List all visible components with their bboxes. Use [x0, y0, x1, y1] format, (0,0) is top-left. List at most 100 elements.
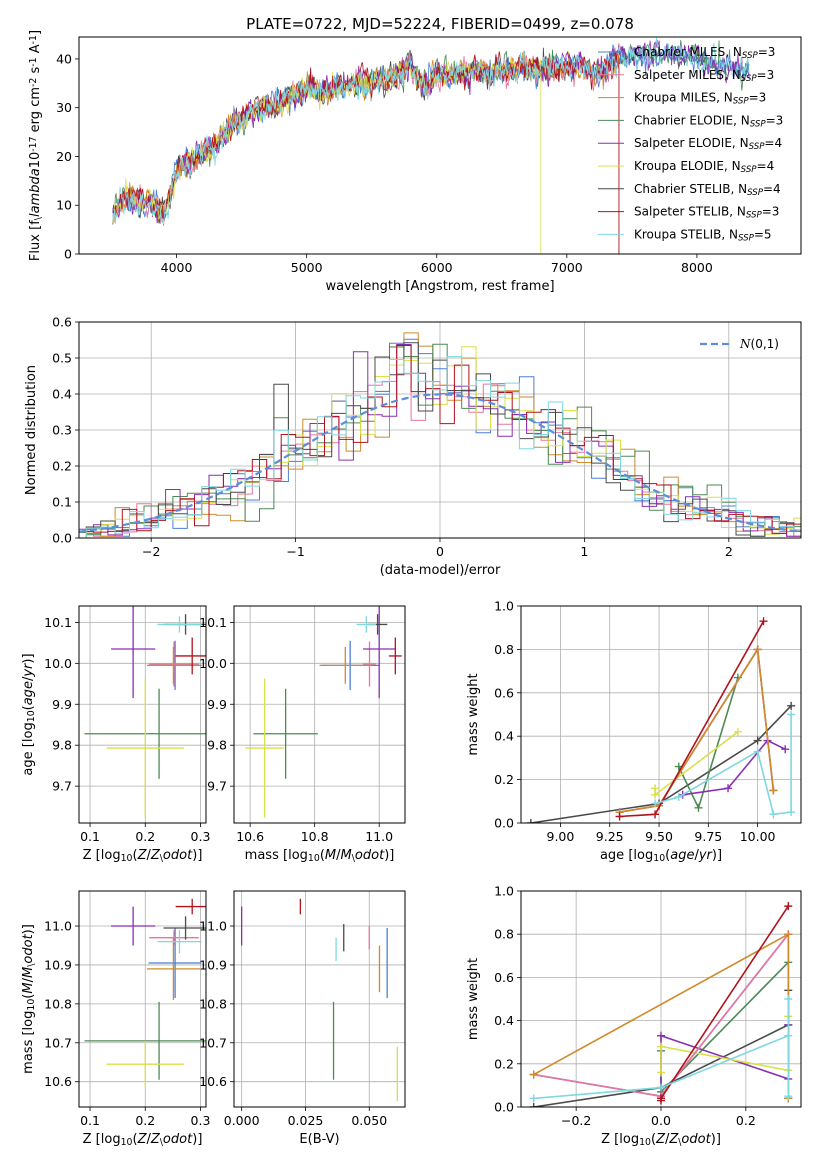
label-text-span: l [28, 250, 43, 254]
y-tick-label: 0.4 [494, 729, 514, 744]
label-text-span: o [698, 1132, 706, 1147]
label-text-span: f [28, 220, 43, 225]
label-text-span: t [466, 958, 481, 963]
y-tick-label: 20 [56, 149, 72, 164]
label-text-span: e [352, 279, 360, 294]
label-text-span: e [363, 279, 371, 294]
label-text-span: a [28, 205, 43, 213]
x-tick-label: 10.8 [301, 829, 329, 844]
label-text-span: s [272, 848, 279, 863]
label-text-span: r [24, 409, 39, 415]
label-text-span: i [24, 406, 39, 410]
label-text-span: 10 [121, 1137, 133, 1148]
y-tick-label: 10.0 [199, 656, 227, 671]
label-text-span: b [657, 182, 665, 196]
normal-curve [79, 393, 799, 533]
label-text-span: N [739, 337, 751, 351]
panel: 9.00 9.25 9.50 9.75 10.00 0.0 0.2 0.4 0.6 0.8 1.0 a… [466, 599, 802, 864]
label-text-span: SSP [747, 188, 764, 198]
label-text-span: a [669, 159, 676, 173]
label-text-span: \ [26, 963, 37, 967]
series-marker [787, 710, 796, 719]
series-marker [529, 1094, 538, 1103]
label-text-span: g [21, 722, 36, 730]
label-text-span: e [21, 751, 36, 759]
label-text-span: i [24, 381, 39, 385]
label-text-span: 2 [403, 15, 413, 33]
y-axis-label: mass weight [466, 673, 481, 755]
label-text-span: a [28, 168, 43, 176]
label-text-span: S [689, 182, 697, 196]
panel: −2 −1 0 1 20.00.10.20.30.40.50.6(data-model)… [24, 315, 802, 578]
label-text-span: / [146, 848, 151, 863]
y-tick-label: 0.0 [52, 531, 72, 546]
series-marker [784, 1031, 793, 1040]
label-text-span: N [732, 159, 741, 173]
label-text-span: s [466, 1012, 481, 1019]
label-text-span: S [718, 45, 726, 59]
label-text-span: o [487, 563, 495, 578]
label-text-span: ] [716, 1132, 721, 1147]
label-text-span: m [24, 460, 39, 473]
label-text-span: = [749, 91, 759, 105]
label-text-span: M [689, 45, 699, 59]
label-text-span: 3 [776, 113, 784, 127]
label-text-span: o [21, 730, 36, 738]
label-text-span: t [667, 205, 672, 219]
label-text-span: r [24, 471, 39, 477]
axes-frame [520, 890, 802, 1108]
label-text-span: , [732, 136, 736, 150]
y-tick-label: 9.9 [52, 697, 72, 712]
error-bar-point [106, 678, 184, 818]
label-text-span: r [681, 182, 686, 196]
label-text-span: o [647, 91, 654, 105]
label-text-span: 10 [639, 1137, 651, 1148]
label-text-span: z [570, 15, 578, 33]
label-text-span: a [21, 768, 36, 776]
label-text-span: V [326, 1132, 335, 1147]
label-text-span: = [758, 45, 768, 59]
label-text-span: 10 [26, 710, 37, 722]
y-tick-label: 10.6 [44, 1074, 72, 1089]
label-text-span: a [642, 205, 649, 219]
label-text-span: l [649, 68, 652, 82]
label-text-span: I [700, 45, 704, 59]
y-tick-label: 10.9 [199, 957, 227, 972]
x-tick-label: 2 [725, 544, 733, 559]
label-text-span: M [341, 848, 352, 863]
legend-label: Salpeter MILES, NSSP=3 [634, 68, 774, 84]
label-text-span: E [709, 68, 717, 82]
label-text-span: [ [28, 225, 43, 230]
label-text-span: n [371, 279, 379, 294]
label-text-span: K [634, 227, 643, 241]
label-text-span: r [665, 45, 670, 59]
label-text-span: ( [21, 705, 36, 710]
label-text-span: s [28, 66, 43, 73]
y-tick-label: 10.1 [44, 615, 72, 630]
y-tick-label: 0.0 [494, 1100, 514, 1115]
plot-area [241, 898, 398, 1102]
label-text-span: S [634, 205, 642, 219]
x-axis-label: (data-model)/error [380, 563, 501, 578]
label-text-span: e [466, 699, 481, 707]
label-text-span: a [669, 227, 676, 241]
label-text-span: a [521, 279, 529, 294]
x-tick-label: −1 [286, 544, 304, 559]
label-text-span: ( [320, 848, 325, 863]
label-text-span: r [679, 136, 684, 150]
label-text-span: ) [192, 848, 197, 863]
label-text-span: a [406, 563, 414, 578]
legend-label: Chabrier ELODIE, NSSP=3 [634, 113, 783, 129]
x-tick-label: 9.00 [547, 829, 575, 844]
label-text-span: r [665, 182, 670, 196]
x-tick-label: 0 [436, 544, 444, 559]
label-text-span: - [414, 563, 419, 578]
label-text-span: ( [21, 994, 36, 999]
x-tick-label: −0.2 [561, 1113, 591, 1128]
label-text-span: A [28, 44, 43, 53]
label-text-span: Z [655, 1132, 666, 1147]
label-text-span: u [654, 227, 662, 241]
label-text-span: g [466, 687, 481, 695]
label-text-span: x [28, 234, 43, 242]
label-text-span: I [719, 182, 723, 196]
